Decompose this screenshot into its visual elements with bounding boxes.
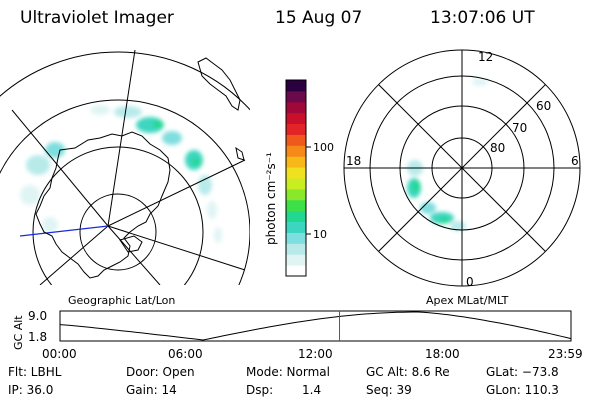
colorbar-segment xyxy=(286,90,306,103)
colorbar-segment xyxy=(286,123,306,135)
colorbar-segment xyxy=(286,112,306,125)
mlat-label-70: 70 xyxy=(512,121,527,135)
mode-info: Mode: Normal xyxy=(246,365,330,379)
meridian-lines xyxy=(11,49,246,285)
colorbar-segment xyxy=(286,101,306,114)
latitude-circles xyxy=(0,51,250,285)
door-info: Door: Open xyxy=(126,365,195,379)
altitude-plot-frame xyxy=(59,310,572,342)
geographic-map xyxy=(0,49,250,285)
dsp-label: Dsp: xyxy=(246,383,274,397)
mlt-label-6: 6 xyxy=(571,154,579,168)
magnetic-polar-plot xyxy=(344,50,580,286)
coast-fragment xyxy=(197,57,241,111)
filter-info: Flt: LBHL xyxy=(8,365,62,379)
colorbar-tick-label-10: 10 xyxy=(313,228,327,241)
mlt-spokes xyxy=(344,50,580,286)
island-outline xyxy=(119,235,143,253)
glon-info: GLon: 110.3 xyxy=(486,383,559,397)
mlt-label-12: 12 xyxy=(478,50,493,64)
colorbar-segment xyxy=(286,265,306,277)
time-label: 13:07:06 UT xyxy=(430,8,535,28)
mlat-label-80: 80 xyxy=(490,141,505,155)
terminator-line xyxy=(19,225,109,237)
colorbar-unit-label: photon cm⁻²s⁻¹ xyxy=(264,152,278,245)
antarctica-coastline xyxy=(35,131,171,279)
colorbar-segment xyxy=(286,210,306,223)
colorbar-segment xyxy=(286,167,306,179)
colorbar-segment xyxy=(286,232,306,244)
colorbar-frame xyxy=(285,79,307,277)
left-aurora-emission xyxy=(20,105,222,243)
colorbar-segment xyxy=(286,199,306,212)
colorbar-segment xyxy=(286,178,306,190)
colorbar-segment xyxy=(286,145,306,157)
date-label: 15 Aug 07 xyxy=(275,8,363,28)
altitude-ytick-low: 1.8 xyxy=(28,330,47,344)
altitude-xtick-3: 18:00 xyxy=(425,347,460,361)
mlat-label-60: 60 xyxy=(536,99,551,113)
colorbar-segment xyxy=(286,221,306,233)
colorbar-segment xyxy=(286,134,306,146)
mlt-label-0: 0 xyxy=(466,275,474,289)
seq-info: Seq: 39 xyxy=(366,383,412,397)
altitude-xtick-0: 00:00 xyxy=(42,347,77,361)
right-map-label: Apex MLat/MLT xyxy=(426,294,509,307)
mlt-label-18: 18 xyxy=(346,154,361,168)
polar-plot-boundary xyxy=(343,49,581,287)
altitude-xtick-4: 23:59 xyxy=(548,347,583,361)
altitude-xtick-1: 06:00 xyxy=(168,347,203,361)
altitude-plot: GC Alt 9.0 1.8 00:00 06:00 12:00 18:00 2… xyxy=(12,309,583,361)
coast-fragment xyxy=(235,146,245,161)
glat-info: GLat: −73.8 xyxy=(486,365,559,379)
colorbar-segment xyxy=(286,80,306,92)
dsp-value: 1.4 xyxy=(302,383,322,397)
colorbar-segment xyxy=(286,243,306,255)
orbit-altitude-curve xyxy=(59,311,572,341)
colorbar xyxy=(286,80,306,277)
gc-alt-info: GC Alt: 8.6 Re xyxy=(366,365,450,379)
ip-info: IP: 36.0 xyxy=(8,383,54,397)
colorbar-tick-label-100: 100 xyxy=(313,141,334,154)
instrument-title: Ultraviolet Imager xyxy=(20,8,174,28)
left-map-label: Geographic Lat/Lon xyxy=(68,294,175,307)
gain-info: Gain: 14 xyxy=(126,383,177,397)
colorbar-segment xyxy=(286,254,306,266)
colorbar-segment xyxy=(286,188,306,201)
colorbar-segment xyxy=(286,156,306,168)
altitude-ylabel: GC Alt xyxy=(12,315,25,350)
altitude-ytick-high: 9.0 xyxy=(28,309,47,323)
altitude-xtick-2: 12:00 xyxy=(298,347,333,361)
